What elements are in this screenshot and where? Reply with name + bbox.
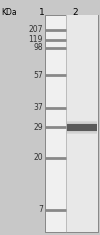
Text: 57: 57 xyxy=(33,70,43,79)
Text: 1: 1 xyxy=(39,8,45,17)
Bar xyxy=(67,122,97,124)
Text: 20: 20 xyxy=(33,153,43,162)
Text: 29: 29 xyxy=(33,122,43,132)
Text: KDa: KDa xyxy=(1,8,17,17)
Bar xyxy=(67,132,97,133)
Bar xyxy=(66,15,98,232)
Bar xyxy=(67,121,97,122)
Text: 119: 119 xyxy=(29,35,43,44)
Bar xyxy=(67,124,97,130)
Bar xyxy=(67,130,97,132)
Text: 98: 98 xyxy=(33,43,43,52)
Bar xyxy=(45,15,98,232)
Text: 207: 207 xyxy=(28,26,43,35)
Text: 2: 2 xyxy=(72,8,78,17)
Text: 37: 37 xyxy=(33,103,43,113)
Text: 7: 7 xyxy=(38,205,43,215)
